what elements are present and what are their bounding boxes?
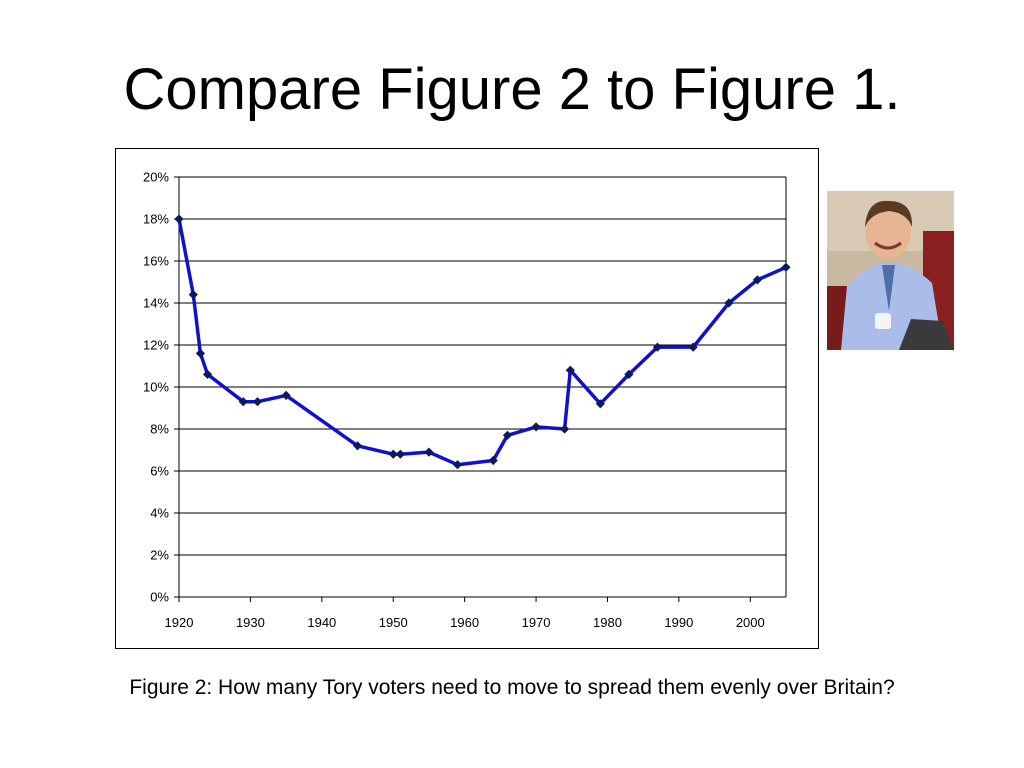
x-tick-label: 1960 — [450, 615, 479, 630]
y-tick-label: 10% — [143, 380, 169, 395]
y-tick-label: 12% — [143, 338, 169, 353]
x-tick-label: 2000 — [736, 615, 765, 630]
figure-caption: Figure 2: How many Tory voters need to m… — [129, 676, 895, 699]
data-point — [188, 290, 198, 300]
data-point — [565, 365, 575, 375]
x-tick-label: 1930 — [236, 615, 265, 630]
x-tick-label: 1950 — [379, 615, 408, 630]
data-point — [424, 447, 434, 457]
data-point — [238, 397, 248, 407]
data-point — [388, 449, 398, 459]
data-point — [174, 214, 184, 224]
data-point — [452, 460, 463, 470]
data-point — [724, 298, 734, 308]
data-point — [488, 455, 498, 466]
chart-frame — [115, 148, 819, 649]
line-chart: 0% 2% 4% 6% 8% 10% 12% 14% 16% 18% 20% 1920 1930 1940… — [143, 170, 791, 630]
series-line — [177, 217, 788, 467]
x-tick-label: 1920 — [165, 615, 194, 630]
y-tick-label: 20% — [143, 170, 169, 185]
x-tick-label: 1980 — [593, 615, 622, 630]
y-tick-label: 4% — [150, 506, 169, 521]
x-tick-label: 1990 — [664, 615, 693, 630]
data-point — [395, 449, 405, 459]
slide-title: Compare Figure 2 to Figure 1. — [123, 57, 901, 122]
y-tick-label: 8% — [150, 422, 169, 437]
y-tick-label: 14% — [143, 296, 169, 311]
y-tick-label: 2% — [150, 548, 169, 563]
y-tick-label: 16% — [143, 254, 169, 269]
data-point — [502, 430, 513, 440]
data-point — [531, 422, 541, 432]
data-point — [195, 348, 206, 358]
data-point — [595, 399, 605, 409]
data-point — [560, 424, 570, 434]
x-tick-label: 1940 — [307, 615, 336, 630]
data-point — [252, 397, 263, 407]
y-tick-label: 6% — [150, 464, 169, 479]
y-tick-label: 0% — [150, 590, 169, 605]
portrait-photo — [827, 191, 954, 350]
x-tick-label: 1970 — [522, 615, 551, 630]
y-tick-label: 18% — [143, 212, 169, 227]
data-point — [352, 441, 363, 451]
